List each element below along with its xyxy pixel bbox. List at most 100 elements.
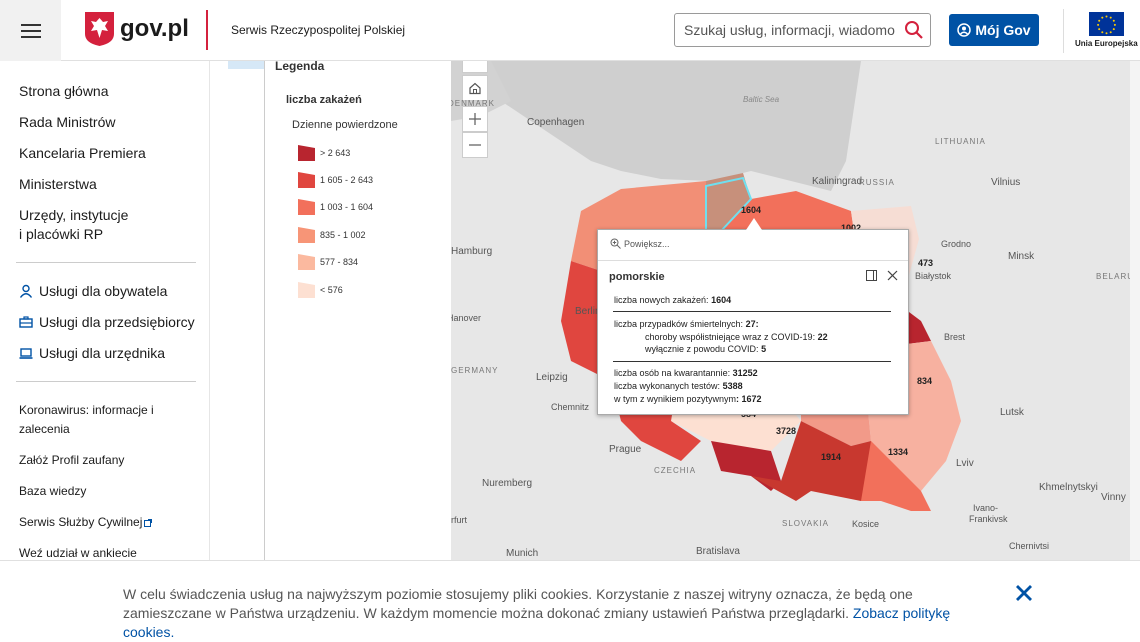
- person-icon: [19, 284, 33, 298]
- map-place-label: Erfurt: [451, 515, 468, 525]
- popup-comorbid: choroby współistniejące wraz z COVID-19:…: [645, 332, 828, 342]
- eu-badge[interactable]: Unia Europejska: [1063, 9, 1140, 53]
- header-divider: [206, 10, 208, 50]
- maximize-icon[interactable]: [866, 270, 877, 281]
- map-place-label: Brest: [944, 332, 966, 342]
- map-country-label: CZECHIA: [654, 466, 697, 475]
- region-value-label: 834: [917, 376, 933, 386]
- sidebar-item-obywatel[interactable]: Usługi dla obywatela: [19, 283, 167, 299]
- sidebar-link-koronawirus-line2[interactable]: zalecenia: [19, 422, 70, 436]
- sidebar-link-ankieta[interactable]: Weź udział w ankiecie: [19, 546, 137, 560]
- map-country-label: DENMARK: [451, 99, 496, 108]
- map-place-label: Prague: [609, 444, 642, 455]
- search-input[interactable]: [675, 14, 895, 46]
- menu-button[interactable]: [0, 0, 61, 61]
- map-place-label: Lviv: [956, 458, 974, 469]
- legend-class-row: 1 003 - 1 604: [298, 198, 373, 215]
- home-icon: [469, 82, 481, 95]
- moj-gov-label: Mój Gov: [975, 22, 1031, 38]
- legend-class-label: > 2 643: [320, 147, 351, 158]
- legend-class-label: 1 003 - 1 604: [320, 201, 374, 212]
- sidebar-item-urzedy[interactable]: Urzędy, instytucje: [19, 207, 129, 223]
- sidebar-item-urzedy-line2[interactable]: i placówki RP: [19, 226, 104, 242]
- zoom-in-button[interactable]: [462, 106, 488, 132]
- legend-swatch: [298, 227, 315, 243]
- sidebar-divider: [16, 381, 196, 382]
- user-circle-icon: [957, 23, 972, 37]
- sidebar-item-urzednik[interactable]: Usługi dla urzędnika: [19, 345, 165, 361]
- map-place-label: Munich: [506, 548, 539, 559]
- region-popup: Powiększ... pomorskie liczba nowych zaka…: [597, 218, 909, 415]
- close-icon[interactable]: [1014, 583, 1034, 603]
- sidebar-link-label: Serwis Służby Cywilnej: [19, 515, 143, 529]
- search-icon[interactable]: [904, 20, 924, 40]
- map-place-label: Kaliningrad: [812, 176, 863, 187]
- legend-tab-indicator[interactable]: [228, 61, 264, 69]
- sidebar-link-profil-zaufany[interactable]: Załóż Profil zaufany: [19, 453, 125, 467]
- sidebar-item-przedsiebiorca[interactable]: Usługi dla przedsiębiorcy: [19, 314, 195, 330]
- map-place-label: Bratislava: [696, 546, 740, 557]
- sidebar-link-sluzba-cywilna[interactable]: Serwis Służby Cywilnej: [19, 513, 153, 532]
- hamburger-icon: [20, 20, 41, 42]
- map-legend-panel: Legenda liczba zakażeń Dzienne powierdzo…: [264, 59, 451, 560]
- sidebar-link-baza-wiedzy[interactable]: Baza wiedzy: [19, 484, 87, 498]
- cookie-message: W celu świadczenia usług na najwyższym p…: [123, 586, 913, 621]
- sidebar-item-ministerstwa[interactable]: Ministerstwa: [19, 176, 97, 192]
- moj-gov-button[interactable]: Mój Gov: [949, 14, 1039, 46]
- map-place-label: Hanover: [451, 313, 482, 323]
- search-box: [674, 13, 931, 47]
- legend-swatch: [298, 199, 315, 215]
- laptop-icon: [19, 348, 33, 359]
- map-place-label: Copenhagen: [527, 117, 585, 128]
- sidebar-item-home[interactable]: Strona główna: [19, 83, 109, 99]
- sidebar-divider: [16, 262, 196, 263]
- popup-header-divider: [598, 260, 908, 261]
- briefcase-icon: [19, 316, 33, 328]
- map-place-label: Frankivsk: [969, 514, 1008, 524]
- sidebar-link-koronawirus[interactable]: Koronawirus: informacje i: [19, 403, 154, 417]
- sidebar-item-label: Usługi dla obywatela: [39, 283, 168, 299]
- cookie-policy-link[interactable]: Zobacz politykę cookies.: [123, 605, 951, 640]
- map-place-label: Kosice: [852, 519, 880, 529]
- map-ctrl-top[interactable]: [462, 61, 488, 73]
- home-button[interactable]: [462, 75, 488, 101]
- region-value-label: 1914: [821, 452, 842, 462]
- cookie-text: W celu świadczenia usług na najwyższym p…: [123, 585, 1003, 642]
- map-place-label: Leipzig: [536, 372, 568, 383]
- map-place-label: Chemnitz: [551, 402, 590, 412]
- region-value-label: 1002: [841, 223, 862, 233]
- zoom-to-label: Powiększ...: [624, 238, 670, 249]
- map-place-label: Lutsk: [1000, 407, 1024, 418]
- page-scrollbar[interactable]: [1130, 61, 1140, 560]
- map-place-label: Nuremberg: [482, 478, 533, 489]
- legend-swatch: [298, 254, 315, 270]
- sidebar-item-kancelaria[interactable]: Kancelaria Premiera: [19, 145, 146, 161]
- gov-logo[interactable]: gov.pl: [85, 12, 189, 46]
- popup-pointer: [746, 218, 762, 230]
- map-country-label: GERMANY: [451, 366, 499, 375]
- map-place-label: Hamburg: [451, 246, 493, 257]
- sidebar-item-rada-ministrow[interactable]: Rada Ministrów: [19, 114, 116, 130]
- legend-class-row: 1 605 - 2 643: [298, 171, 373, 188]
- legend-layer-name: liczba zakażeń: [286, 94, 362, 106]
- external-link-icon: [144, 518, 153, 527]
- popup-covid-only: wyłącznie z powodu COVID: 5: [645, 344, 767, 354]
- popup-divider: [613, 361, 891, 362]
- legend-class-row: > 2 643: [298, 144, 350, 161]
- map-place-label: Khmelnytskyi: [1039, 482, 1098, 493]
- minus-icon: [469, 144, 481, 146]
- legend-swatch: [298, 282, 315, 298]
- eu-label: Unia Europejska: [1075, 39, 1138, 48]
- plus-icon: [469, 113, 481, 125]
- region-value-label: 3728: [776, 426, 797, 436]
- map-place-label: Ivano-: [973, 503, 999, 513]
- zoom-out-button[interactable]: [462, 132, 488, 158]
- map-place-label: Vilnius: [991, 177, 1021, 188]
- close-icon[interactable]: [887, 270, 898, 281]
- legend-swatch: [298, 172, 315, 188]
- map-place-label: Chernivtsi: [1009, 541, 1050, 551]
- zoom-to-link[interactable]: Powiększ...: [610, 238, 670, 249]
- map-place-label: Vinny: [1101, 492, 1126, 503]
- polish-eagle-icon: [85, 12, 114, 46]
- map-country-label: RUSSIA: [859, 178, 895, 187]
